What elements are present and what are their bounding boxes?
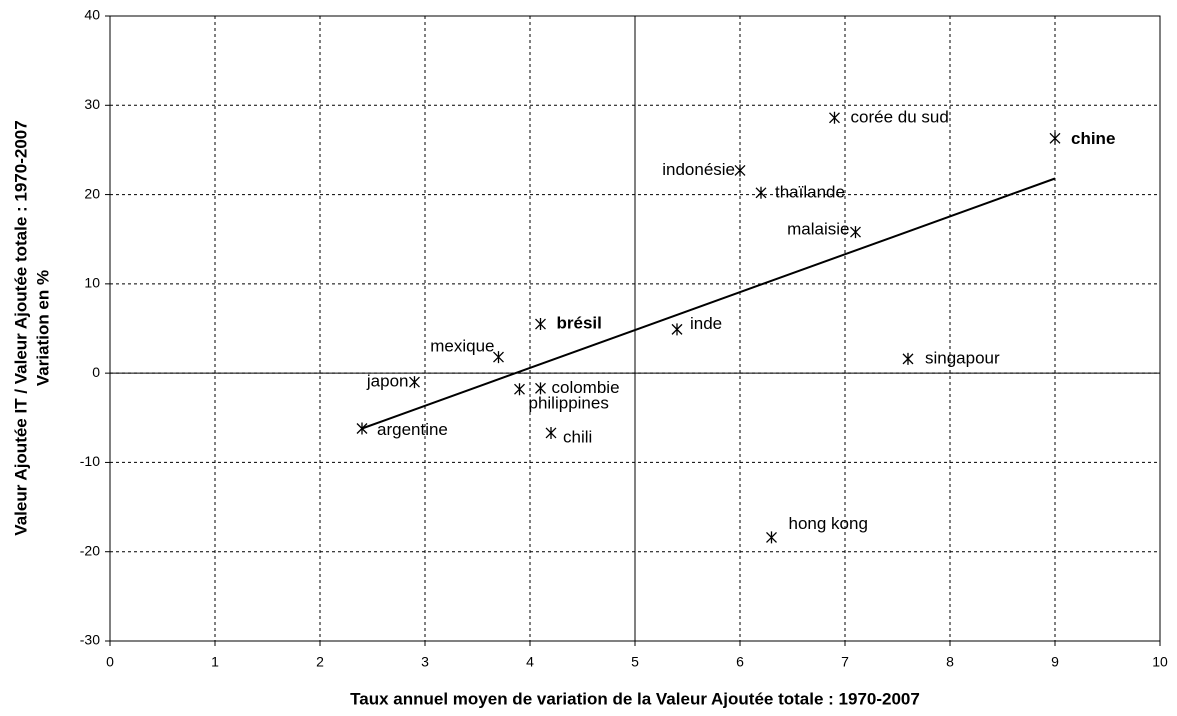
x-tick-label: 8 — [946, 654, 954, 670]
marker — [493, 351, 504, 364]
data-point — [734, 164, 746, 177]
marker — [514, 383, 525, 396]
y-tick-label: 30 — [84, 96, 100, 112]
marker — [829, 111, 840, 124]
marker — [409, 376, 420, 389]
point-label: corée du sud — [851, 107, 949, 126]
trend-line — [361, 177, 1056, 430]
x-axis-title: Taux annuel moyen de variation de la Val… — [350, 689, 920, 708]
y-tick-label: 0 — [92, 364, 100, 380]
marker — [902, 352, 914, 365]
data-point — [535, 382, 546, 395]
plot-border — [109, 15, 1161, 642]
point-label: inde — [690, 314, 722, 333]
point-label: colombie — [552, 378, 620, 397]
x-tick-label: 0 — [106, 654, 114, 670]
x-tick-label: 7 — [841, 654, 849, 670]
point-label: thaïlande — [775, 182, 845, 201]
data-point — [356, 422, 368, 435]
marker — [766, 531, 777, 544]
point-label: chili — [563, 427, 592, 446]
point-label: indonésie — [662, 160, 735, 179]
marker — [671, 323, 683, 336]
data-point — [766, 531, 777, 544]
point-label: argentine — [377, 420, 448, 439]
point-label: philippines — [529, 394, 609, 413]
y-axis-title: Variation en % — [33, 270, 52, 386]
point-label: malaisie — [787, 220, 849, 239]
x-tick-label: 5 — [631, 654, 639, 670]
x-tick-label: 6 — [736, 654, 744, 670]
marker — [734, 164, 746, 177]
marker — [535, 318, 546, 331]
data-point — [850, 226, 861, 239]
x-tick-label: 10 — [1152, 654, 1168, 670]
marker — [545, 426, 557, 439]
data-point — [545, 426, 557, 439]
marker — [535, 382, 546, 395]
y-tick-label: -20 — [80, 542, 100, 558]
data-point — [493, 351, 504, 364]
data-point — [1049, 132, 1061, 145]
marker — [850, 226, 861, 239]
y-tick-label: -30 — [80, 632, 100, 648]
data-point — [409, 376, 420, 389]
marker — [356, 422, 368, 435]
y-axis-title: Valeur Ajoutée IT / Valeur Ajoutée total… — [11, 120, 30, 535]
data-point — [902, 352, 914, 365]
y-tick-label: 10 — [84, 275, 100, 291]
point-label: japon — [366, 372, 409, 391]
x-tick-label: 4 — [526, 654, 534, 670]
data-point — [535, 318, 546, 331]
point-label: singapour — [925, 348, 1000, 367]
y-tick-label: -10 — [80, 453, 100, 469]
marker — [755, 186, 767, 199]
point-label: brésil — [557, 314, 602, 333]
marker — [1049, 132, 1061, 145]
point-label: mexique — [430, 337, 494, 356]
data-point — [671, 323, 683, 336]
x-tick-label: 3 — [421, 654, 429, 670]
x-tick-label: 1 — [211, 654, 219, 670]
y-tick-label: 40 — [84, 7, 100, 23]
point-label: chine — [1071, 129, 1115, 148]
y-tick-label: 20 — [84, 185, 100, 201]
data-point — [514, 383, 525, 396]
data-point — [755, 186, 767, 199]
point-label: hong kong — [789, 514, 868, 533]
x-tick-label: 2 — [316, 654, 324, 670]
x-tick-label: 9 — [1051, 654, 1059, 670]
data-point — [829, 111, 840, 124]
